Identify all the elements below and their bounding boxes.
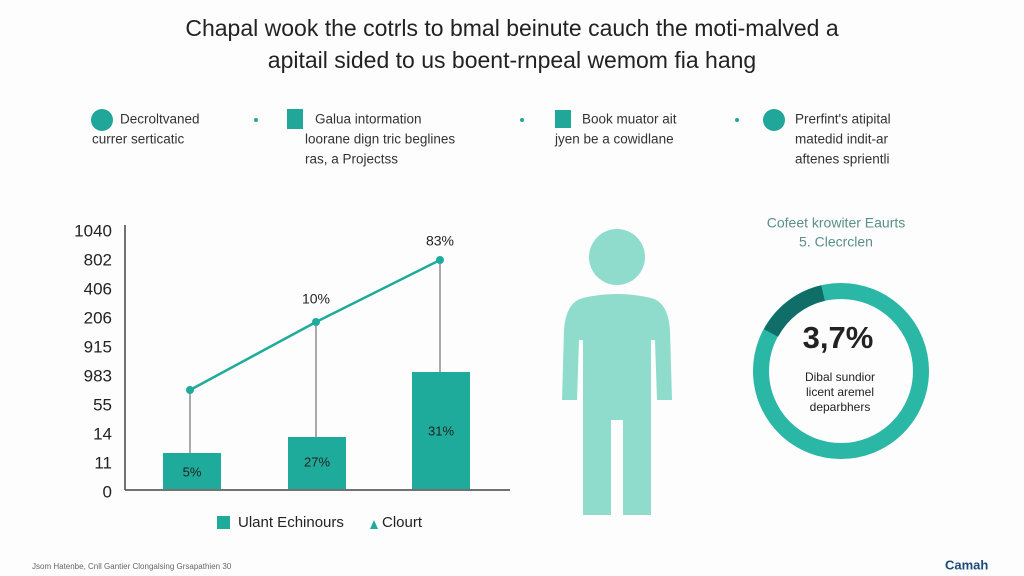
y-label: 802 [84,250,112,269]
dot [735,118,739,122]
legend-swatch [370,520,378,529]
feature-text: Galua intormation [315,112,422,127]
logo: Camah [945,557,988,572]
dot [520,118,524,122]
y-label: 406 [84,279,112,298]
icon [555,110,571,128]
donut-caption: licent aremel [806,385,874,399]
icon [91,109,113,131]
y-label: 1040 [74,221,112,240]
dot [254,118,258,122]
feature-text: currer serticatic [92,132,185,147]
donut-heading: Cofeet krowiter Eaurts [767,215,906,231]
feature-text: aftenes sprientli [795,152,890,167]
feature-text: Prerfint's atipital [795,112,891,127]
point [436,256,444,264]
footer-note: Jsom Hatenbe, Cnll Gantier Clongalsing G… [32,562,232,571]
y-label: 11 [94,453,112,472]
feature-text: matedid indit-ar [795,132,889,147]
point-label: 83% [426,233,454,249]
title-line: apitail sided to us boent-rnpeal wemom f… [268,47,756,73]
donut-value: 3,7% [803,320,874,355]
title-line: Chapal wook the cotrls to bmal beinute c… [185,15,838,41]
point-label: 10% [302,291,330,307]
icon [287,109,303,129]
legend-label: Ulant Echinours [238,514,344,531]
y-label: 983 [84,366,112,385]
donut-segment [763,285,826,338]
donut-heading: 5. Clecrclen [799,234,873,250]
icon [763,109,785,131]
y-axis-labels: 1040 802 406 206 915 983 55 14 11 0 [74,221,112,501]
point [312,318,320,326]
legend-label: Clourt [382,514,423,531]
y-label: 206 [84,308,112,327]
y-label: 915 [84,337,112,356]
bar [412,372,470,489]
bar [288,437,346,489]
y-label: 14 [93,424,112,443]
y-label: 0 [103,482,112,501]
donut-caption: deparbhers [810,400,871,414]
bar-label: 27% [304,454,330,469]
bar [163,453,221,489]
person [562,229,672,515]
bar-label: 31% [428,423,454,438]
legend-swatch [217,516,230,529]
feature-text: loorane dign tric beglines [305,132,455,147]
feature-text: Decroltvaned [120,112,200,127]
donut-ring [753,283,929,459]
donut-caption: Dibal sundior [805,370,875,384]
feature-text: Book muator ait [582,112,677,127]
bar-label: 5% [183,464,202,479]
point [186,386,194,394]
y-label: 55 [93,395,112,414]
feature-text: jyen be a cowidlane [554,132,674,147]
feature-text: ras, a Projectss [305,152,398,167]
